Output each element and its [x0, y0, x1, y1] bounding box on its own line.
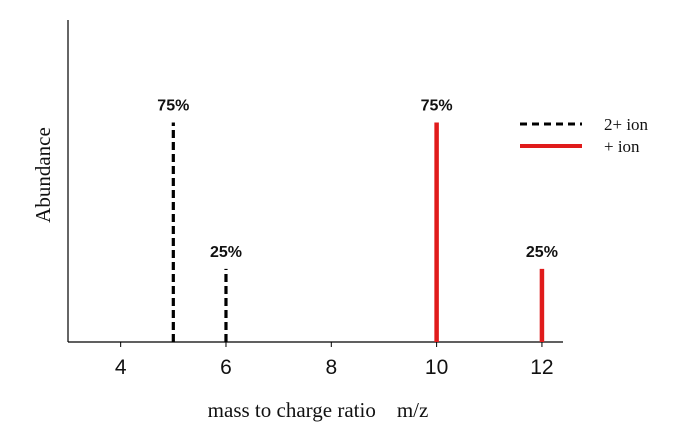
y-axis-title: Abundance — [31, 127, 55, 223]
legend-label: 2+ ion — [604, 115, 649, 134]
peak-percent-label: 75% — [421, 97, 453, 114]
x-tick-label: 6 — [220, 356, 232, 379]
x-tick-label: 10 — [425, 356, 448, 379]
x-ticks: 4 6 8 10 12 — [115, 342, 554, 379]
legend-label: + ion — [604, 137, 640, 156]
data-labels: 75% 25% 75% 25% — [157, 97, 558, 260]
x-axis-title: mass to charge ratio m/z — [208, 398, 429, 422]
peak-percent-label: 75% — [157, 97, 189, 114]
x-tick-label: 12 — [530, 356, 553, 379]
x-tick-label: 8 — [325, 356, 337, 379]
peak-percent-label: 25% — [210, 244, 242, 261]
spectrum-lines — [171, 122, 545, 342]
legend: 2+ ion + ion — [520, 115, 649, 156]
x-tick-label: 4 — [115, 356, 127, 379]
peak-percent-label: 25% — [526, 244, 558, 261]
axes — [67, 20, 563, 343]
